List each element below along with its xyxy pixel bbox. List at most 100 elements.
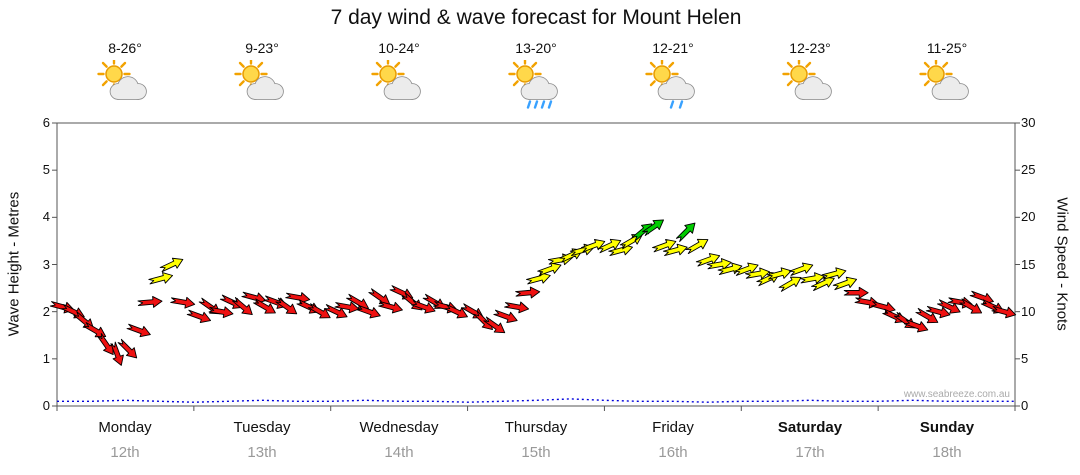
- wind-arrow: [766, 267, 792, 280]
- right-axis-tick-label: 5: [1021, 350, 1029, 366]
- left-axis-tick-label: 2: [42, 303, 50, 319]
- day-temp-range: 10-24°: [378, 40, 420, 56]
- sun-ray: [649, 61, 656, 68]
- wind-arrow: [597, 238, 622, 254]
- sun-cloud-rain-icon: [645, 57, 695, 109]
- day-column-saturday: 12-23°: [745, 40, 875, 114]
- cloud-fill: [110, 77, 146, 99]
- wind-arrow: [444, 304, 468, 319]
- wind-arrow: [870, 301, 896, 314]
- sun-ray: [805, 61, 812, 68]
- sun-ray: [923, 61, 930, 68]
- x-axis-date-label: 18th: [932, 444, 962, 461]
- wind-arrow: [231, 296, 253, 316]
- sun: [242, 65, 260, 83]
- weather-icon: [882, 57, 1012, 114]
- sun-ray: [531, 61, 538, 68]
- left-axis-tick-label: 0: [42, 398, 50, 413]
- day-temp-range: 8-26°: [108, 40, 142, 56]
- cloud-fill: [932, 77, 968, 99]
- left-axis-tick-label: 1: [42, 350, 50, 366]
- sun-cloud-icon: [371, 57, 421, 100]
- sun-ray: [238, 80, 245, 87]
- wind-arrow: [662, 243, 688, 257]
- wind-arrow: [356, 304, 381, 319]
- sun-ray: [923, 80, 930, 87]
- day-column-tuesday: 9-23°: [197, 40, 327, 114]
- weather-icon: [334, 57, 464, 114]
- right-axis-title: Wind Speed - Knots: [1053, 197, 1071, 331]
- wind-arrow: [969, 290, 994, 305]
- page-title: 7 day wind & wave forecast for Mount Hel…: [330, 6, 742, 29]
- sun-cloud-icon: [782, 57, 832, 100]
- wind-arrow: [323, 304, 348, 319]
- x-axis-day-label: Wednesday: [359, 419, 439, 436]
- sun-ray: [512, 61, 519, 68]
- day-temp-range: 13-20°: [515, 40, 557, 56]
- sun: [516, 65, 534, 83]
- cloud-fill: [521, 77, 557, 99]
- wind-arrow: [675, 222, 696, 243]
- left-axis-tick-label: 4: [42, 209, 50, 225]
- left-axis-tick-label: 6: [42, 115, 50, 130]
- sun-ray: [101, 80, 108, 87]
- sun-ray: [512, 80, 519, 87]
- left-axis-title: Wave Height - Metres: [5, 191, 23, 337]
- cloud-fill: [384, 77, 420, 99]
- wind-arrow: [788, 262, 814, 276]
- sun-ray: [668, 61, 675, 68]
- sun-cloud-rain-icon: [508, 57, 558, 109]
- wind-arrow: [799, 272, 825, 284]
- wind-arrow: [126, 323, 151, 338]
- wind-arrow: [346, 293, 369, 309]
- raindrop: [547, 100, 553, 109]
- wind-arrow: [378, 301, 403, 314]
- x-axis-date-label: 17th: [795, 444, 825, 461]
- wind-arrow: [652, 238, 677, 253]
- wind-arrow: [778, 276, 802, 292]
- wind-arrow: [110, 341, 124, 366]
- watermark: www.seabreeze.com.au: [903, 389, 1010, 400]
- day-temp-range: 12-21°: [652, 40, 694, 56]
- x-axis-date-label: 14th: [384, 444, 414, 461]
- cloud-fill: [247, 77, 283, 99]
- cloud-fill: [795, 77, 831, 99]
- x-axis-day-label: Friday: [652, 419, 694, 436]
- wind-arrow: [915, 307, 939, 324]
- sun-cloud-icon: [919, 57, 969, 100]
- x-axis-day-label: Monday: [98, 419, 152, 436]
- day-temp-range: 11-25°: [926, 40, 968, 56]
- x-axis-date-label: 16th: [658, 444, 688, 461]
- wind-arrow: [83, 322, 107, 338]
- wind-arrow: [253, 298, 276, 314]
- wind-arrow: [642, 219, 664, 237]
- x-axis-day-label: Sunday: [919, 419, 975, 436]
- sun: [379, 65, 397, 83]
- wind-arrow: [285, 292, 311, 304]
- weather-icon: [197, 57, 327, 114]
- wind-arrow: [159, 257, 184, 273]
- weather-icon: [60, 57, 190, 114]
- sun-ray: [375, 61, 382, 68]
- wind-arrow: [411, 300, 436, 314]
- wind-arrow: [208, 306, 234, 319]
- sun-ray: [394, 61, 401, 68]
- day-temp-range: 9-23°: [245, 40, 279, 56]
- wind-arrow: [991, 305, 1017, 319]
- left-axis-tick-label: 3: [42, 256, 50, 272]
- left-axis-tick-label: 5: [42, 162, 50, 178]
- sun-ray: [649, 80, 656, 87]
- wind-arrow: [821, 267, 847, 280]
- day-column-sunday: 11-25°: [882, 40, 1012, 114]
- sun: [105, 65, 123, 83]
- plot-frame: [56, 122, 1016, 407]
- sun-ray: [942, 61, 949, 68]
- wind-arrow: [925, 305, 951, 319]
- wind-arrow: [275, 297, 298, 315]
- right-axis-tick-label: 0: [1021, 398, 1029, 413]
- raindrop: [526, 100, 532, 109]
- day-temp-range: 12-23°: [789, 40, 831, 56]
- x-axis-date-label: 12th: [110, 444, 140, 461]
- sun-cloud-icon: [234, 57, 284, 100]
- wind-arrow: [307, 303, 331, 319]
